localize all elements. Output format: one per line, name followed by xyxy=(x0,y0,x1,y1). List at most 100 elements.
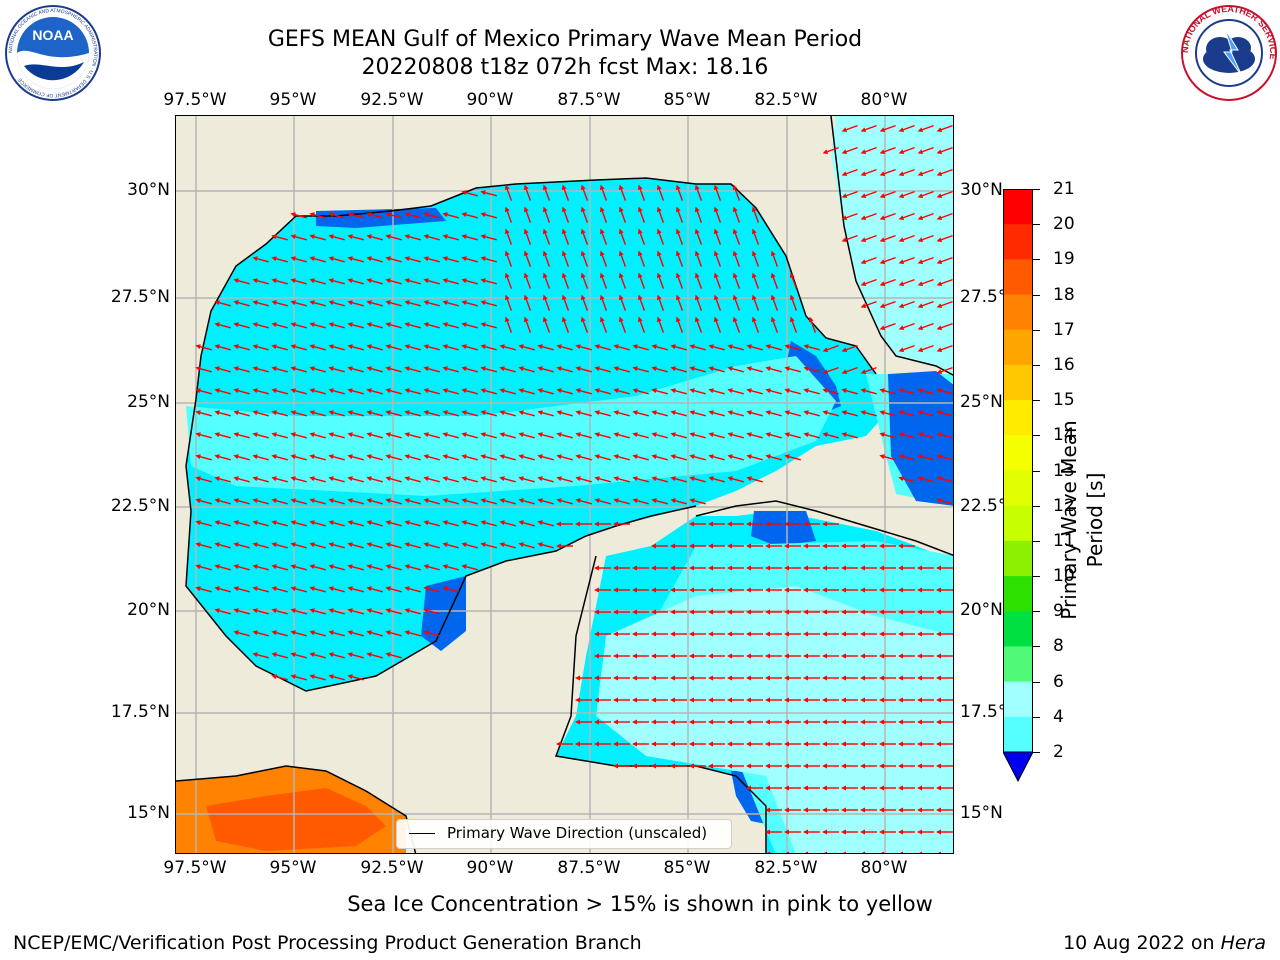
wave-arrow-head xyxy=(556,432,562,438)
wave-arrow-head xyxy=(366,212,372,218)
wave-arrow xyxy=(901,322,915,330)
wave-arrow xyxy=(369,411,383,417)
wave-arrow xyxy=(312,345,326,351)
wave-arrow-head xyxy=(309,322,315,328)
wave-arrow-head xyxy=(214,498,220,504)
wave-arrow-head xyxy=(271,476,277,482)
wave-arrow xyxy=(274,609,288,615)
colorbar-tick-mark xyxy=(1033,329,1040,331)
wave-arrow-head xyxy=(442,278,448,284)
wave-arrow-head xyxy=(499,366,505,372)
colorbar-tick-mark xyxy=(1033,294,1040,296)
wave-arrow-head xyxy=(708,344,714,350)
wave-arrow xyxy=(543,187,551,201)
wave-arrow-head xyxy=(290,256,296,262)
wave-arrow-head xyxy=(632,476,638,482)
lon-label-bottom: 85°W xyxy=(663,858,711,878)
wave-arrow-head xyxy=(656,206,662,213)
wave-arrow xyxy=(521,389,535,395)
wave-arrow-head xyxy=(784,454,790,460)
wave-arrow xyxy=(635,477,649,483)
colorbar-tick-mark xyxy=(1033,576,1040,578)
wave-arrow-head xyxy=(613,521,618,527)
wave-arrow-head xyxy=(252,652,258,658)
wave-arrow xyxy=(407,543,421,549)
wave-arrow-head xyxy=(290,630,296,636)
wave-arrow-head xyxy=(347,586,353,592)
wave-arrow xyxy=(217,499,231,505)
wave-arrow-head xyxy=(936,653,941,659)
wave-arrow-head xyxy=(765,344,771,350)
wave-arrow-head xyxy=(404,366,410,372)
wave-arrow xyxy=(445,411,459,417)
wave-arrow-head xyxy=(328,212,334,218)
wave-arrow-head xyxy=(860,565,865,571)
wave-arrow-head xyxy=(347,322,353,328)
wave-arrow-head xyxy=(385,564,391,570)
wave-arrow xyxy=(920,300,934,308)
wave-arrow-head xyxy=(523,228,529,235)
wave-arrow-head xyxy=(328,256,334,262)
wave-arrow-head xyxy=(580,294,586,301)
wave-arrow-head xyxy=(917,193,924,199)
wave-arrow-head xyxy=(917,565,922,571)
wave-arrow-head xyxy=(765,388,771,394)
wave-arrow xyxy=(483,235,497,241)
wave-arrow-head xyxy=(233,564,239,570)
wave-arrow xyxy=(255,433,269,439)
wave-arrow-head xyxy=(670,763,675,769)
wave-arrow-head xyxy=(689,675,694,681)
wave-arrow-head xyxy=(879,454,885,460)
wave-arrow xyxy=(578,367,592,373)
wave-arrow-head xyxy=(195,520,201,526)
wave-arrow-head xyxy=(670,498,676,504)
wave-arrow xyxy=(502,367,516,373)
wave-arrow-head xyxy=(651,498,657,504)
wave-arrow xyxy=(790,297,798,311)
wave-arrow-head xyxy=(309,586,315,592)
wave-arrow-head xyxy=(694,184,700,191)
wave-arrow-head xyxy=(233,388,239,394)
wave-arrow xyxy=(502,345,516,351)
coastline-honduras xyxy=(176,765,417,853)
wave-arrow-head xyxy=(803,807,808,813)
wave-arrow-head xyxy=(694,206,700,213)
wave-arrow-head xyxy=(765,432,771,438)
colorbar-cell xyxy=(1003,400,1033,436)
wave-arrow xyxy=(730,389,744,395)
wave-arrow-head xyxy=(632,697,637,703)
wave-arrow-head xyxy=(442,542,448,548)
wave-arrow xyxy=(274,279,288,285)
wave-arrow xyxy=(293,631,307,637)
wave-arrow-head xyxy=(917,697,922,703)
wave-arrow xyxy=(901,300,915,308)
wave-arrow-head xyxy=(803,763,808,769)
wave-arrow-head xyxy=(746,543,751,549)
wave-arrow-head xyxy=(594,498,600,504)
wave-arrow xyxy=(654,389,668,395)
wave-arrow-head xyxy=(347,454,353,460)
wave-arrow-head xyxy=(917,763,922,769)
wave-arrow xyxy=(293,433,307,439)
wave-arrow-head xyxy=(632,741,637,747)
wave-arrow xyxy=(369,389,383,395)
wave-arrow xyxy=(236,433,250,439)
wave-arrow-head xyxy=(504,250,510,257)
wave-arrow xyxy=(616,367,630,373)
wave-arrow-head xyxy=(784,763,789,769)
wave-arrow-head xyxy=(518,498,524,504)
wave-arrow-head xyxy=(366,454,372,460)
wave-arrow-head xyxy=(499,520,505,526)
wave-arrow xyxy=(388,411,402,417)
wave-arrow-head xyxy=(879,675,884,681)
wave-arrow xyxy=(920,190,934,198)
wave-arrow xyxy=(730,477,744,483)
wave-arrow-head xyxy=(651,763,656,769)
wave-arrow-head xyxy=(423,256,429,262)
wave-arrow-head xyxy=(423,234,429,240)
wave-arrow xyxy=(562,209,570,223)
colorbar-outline xyxy=(1003,189,1033,753)
wave-arrow xyxy=(733,231,741,245)
wave-arrow-head xyxy=(404,498,410,504)
wave-arrow xyxy=(920,124,934,132)
